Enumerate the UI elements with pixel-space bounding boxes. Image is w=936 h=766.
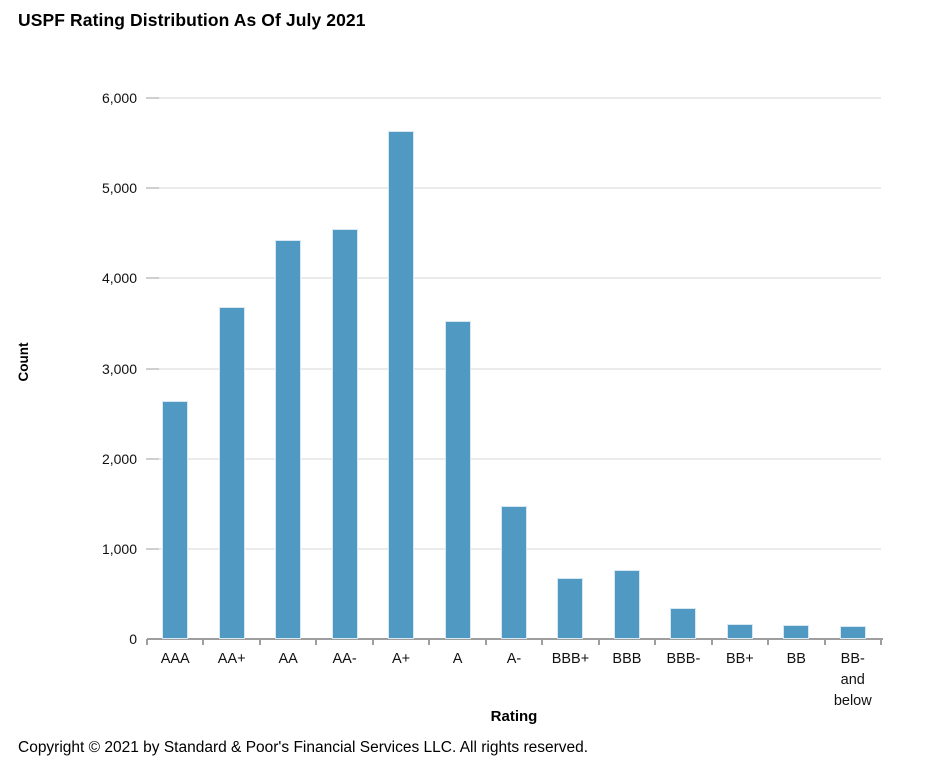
bar: [501, 505, 527, 639]
copyright-text: Copyright © 2021 by Standard & Poor's Fi…: [18, 739, 589, 756]
y-axis-tick: [146, 457, 159, 460]
bar: [162, 400, 189, 639]
y-axis-tick: [146, 367, 159, 370]
bar: [839, 625, 866, 639]
bar: [218, 307, 245, 639]
bar: [726, 624, 753, 639]
x-axis-tick: [823, 639, 826, 645]
bar: [670, 607, 697, 639]
y-axis-tick-label: 2,000: [101, 450, 137, 467]
gridline: [147, 457, 881, 460]
bar: [331, 228, 358, 639]
y-axis-tick-label: 0: [129, 631, 137, 647]
x-axis-tick: [315, 639, 318, 645]
x-axis-category-label: AA-: [332, 651, 357, 667]
x-axis-category-label: AA+: [217, 651, 246, 667]
x-axis-tick: [541, 639, 544, 645]
bar: [783, 625, 810, 639]
y-axis-tick-label: 6,000: [101, 90, 137, 106]
x-axis-category-label: A+: [391, 651, 411, 667]
x-axis-tick: [710, 639, 713, 645]
gridline: [147, 97, 881, 99]
chart-title: USPF Rating Distribution As Of July 2021: [18, 10, 366, 30]
x-axis-tick: [202, 639, 205, 645]
x-axis-tick: [767, 639, 770, 645]
x-axis-tick: [258, 639, 261, 645]
gridline: [147, 277, 881, 280]
y-axis-tick: [146, 97, 159, 99]
x-axis-category-label: BBB+: [551, 651, 590, 667]
y-axis-tick-label: 3,000: [101, 360, 137, 377]
x-axis-category-label: BB+: [725, 651, 754, 667]
y-axis-tick: [146, 187, 159, 190]
x-axis-category-label: A-: [506, 651, 522, 667]
bar: [557, 577, 584, 639]
y-axis-tick: [146, 547, 159, 550]
bar: [444, 320, 471, 639]
x-axis-line: [147, 638, 883, 640]
x-axis-tick: [597, 639, 600, 645]
x-axis-tick: [371, 639, 374, 645]
y-axis-tick-label: 4,000: [101, 270, 137, 287]
bar: [613, 569, 640, 639]
x-axis-tick: [146, 639, 148, 645]
gridline: [147, 367, 881, 370]
bar: [275, 239, 302, 639]
x-axis-category-label: BB- and below: [833, 651, 872, 709]
gridline: [147, 187, 881, 190]
x-axis-category-label: AA: [278, 651, 298, 667]
x-axis-category-label: BB: [786, 651, 806, 667]
x-axis-tick: [484, 639, 487, 645]
y-axis-tick: [146, 277, 159, 280]
x-axis-category-label: BBB: [612, 651, 642, 667]
x-axis-tick: [428, 639, 431, 645]
x-axis-category-label: A: [452, 651, 463, 667]
x-axis-title: Rating: [490, 708, 538, 725]
x-axis-tick: [880, 639, 882, 645]
y-axis-tick-label: 1,000: [101, 540, 137, 557]
y-axis-tick-label: 5,000: [101, 180, 137, 197]
x-axis-tick: [654, 639, 657, 645]
x-axis-category-label: BBB-: [666, 651, 701, 667]
bar: [388, 131, 415, 639]
x-axis-category-label: AAA: [160, 651, 190, 667]
